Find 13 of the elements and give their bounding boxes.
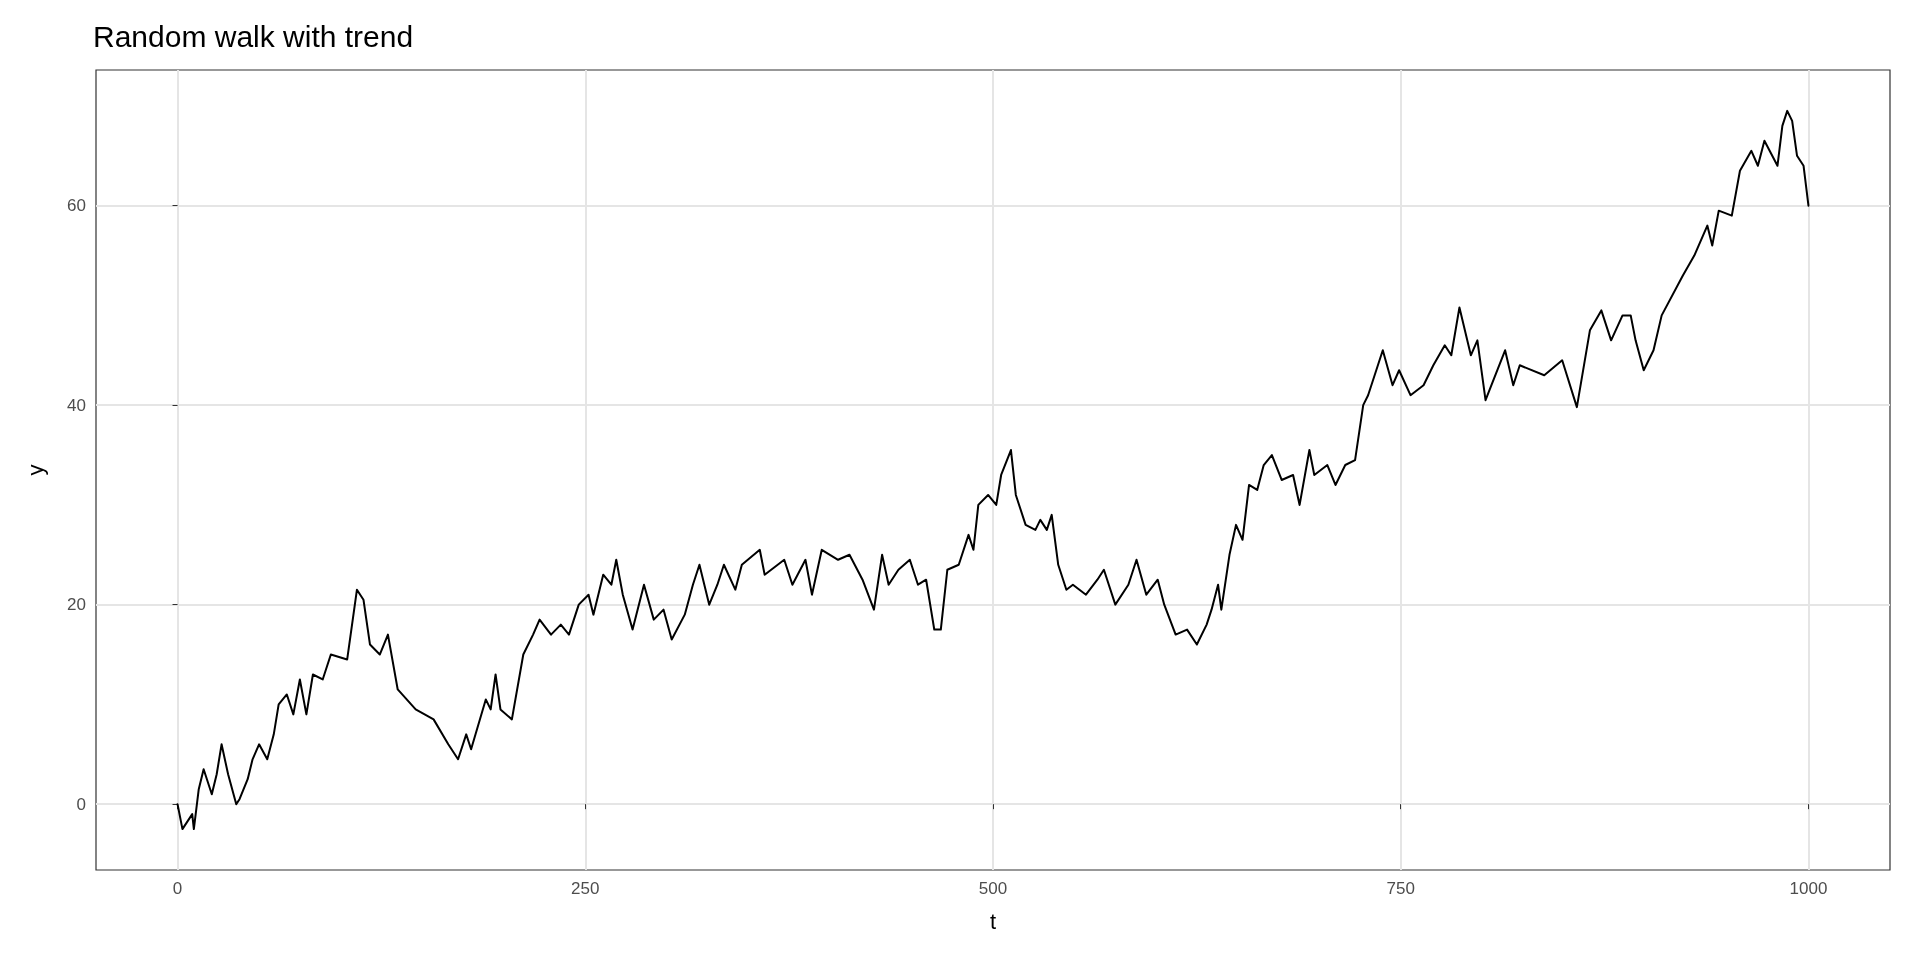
x-tick-label: 0 — [172, 879, 183, 898]
chart-title: Random walk with trend — [93, 19, 414, 53]
y-axis-title: y — [22, 464, 48, 476]
y-tick-label: 0 — [76, 794, 86, 814]
x-tick-label: 1000 — [1789, 879, 1828, 898]
y-tick-label: 60 — [67, 196, 86, 216]
x-tick-label: 500 — [978, 879, 1008, 898]
x-axis-title: t — [989, 908, 997, 934]
line-series — [176, 109, 1810, 831]
y-tick-label: 20 — [67, 595, 86, 615]
y-tick-label: 40 — [67, 395, 86, 415]
x-tick-label: 750 — [1386, 879, 1415, 898]
x-tick-label: 250 — [571, 879, 600, 898]
